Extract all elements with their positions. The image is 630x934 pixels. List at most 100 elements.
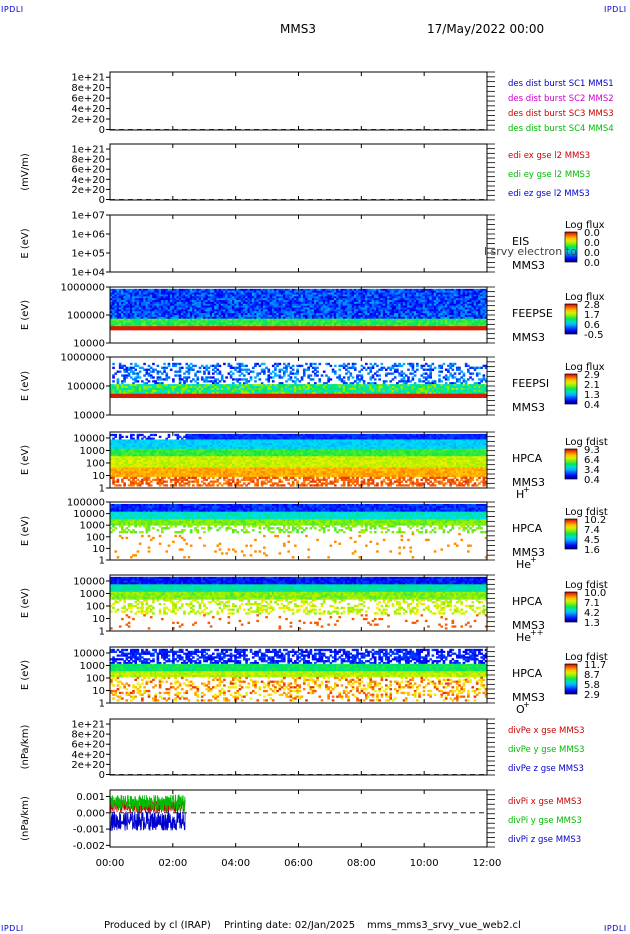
spectrogram-cell	[451, 303, 455, 307]
spectrogram-cell	[320, 303, 324, 307]
spectrogram-cell	[269, 290, 273, 293]
spectrogram-cell	[267, 290, 271, 293]
spectrogram-cell	[112, 376, 115, 379]
spectrogram-cell	[220, 303, 224, 307]
spectrogram-cell	[225, 300, 228, 303]
spectrogram-cell	[464, 300, 468, 303]
spectrogram-cell	[345, 298, 348, 301]
spectrogram-cell	[118, 294, 122, 297]
spectrogram-cell	[138, 292, 142, 295]
spectrogram-cell	[243, 298, 246, 301]
spectrogram-cell	[362, 294, 366, 297]
spectrogram-cell	[294, 303, 297, 307]
spectrogram-cell	[196, 298, 200, 301]
spectrogram-cell	[243, 292, 246, 295]
spectrogram-cell	[342, 294, 346, 297]
spectrogram-cell	[407, 301, 410, 305]
spectrogram-cell	[209, 292, 213, 295]
spectrogram-cell	[384, 290, 388, 293]
spectrogram-cell	[214, 301, 217, 305]
spectrogram-cell	[411, 294, 415, 297]
spectrogram-cell	[431, 294, 435, 297]
spectrogram-cell	[118, 370, 122, 373]
spectrogram-cell	[274, 288, 277, 292]
spectrogram-cell	[249, 292, 253, 295]
spectrogram-cell	[387, 288, 390, 292]
spectrogram-cell	[114, 290, 118, 293]
spectrogram-cell	[391, 296, 395, 299]
spectrogram-cell	[125, 292, 129, 295]
spectrogram-cell	[287, 290, 291, 293]
spectrogram-cell	[384, 301, 388, 305]
spectrogram-cell	[269, 301, 273, 305]
spectrogram-cell	[331, 301, 335, 305]
spectrogram-cell	[475, 374, 479, 377]
spectrogram-cell	[373, 301, 377, 305]
spectrogram-cell	[121, 301, 124, 305]
spectrogram-cell	[480, 290, 483, 293]
spectrogram-cell	[238, 301, 242, 305]
spectrogram-cell	[342, 296, 346, 299]
spectrogram-cell	[429, 288, 432, 292]
spectrogram-cell	[329, 292, 333, 295]
spectrogram-cell	[362, 298, 366, 301]
spectrogram-cell	[378, 290, 381, 293]
spectrogram-cell	[152, 376, 155, 379]
spectrogram-cell	[145, 288, 149, 292]
spectrogram-cell	[378, 296, 381, 299]
spectrogram-cell	[318, 296, 322, 299]
spectrogram-cell	[407, 288, 410, 292]
spectrogram-cell	[409, 301, 412, 305]
spectrogram-cell	[263, 292, 266, 295]
spectrogram-cell	[433, 288, 437, 292]
spectrogram-cell	[218, 288, 222, 292]
spectrogram-cell	[141, 301, 144, 305]
spectrogram-cell	[187, 292, 191, 295]
spectrogram-cell	[378, 378, 381, 381]
spectrogram-cell	[125, 294, 129, 297]
spectrogram-cell	[185, 294, 189, 297]
spectrogram-cell	[209, 301, 213, 305]
spectrogram-cell	[280, 376, 284, 379]
spectrogram-cell	[391, 372, 395, 375]
spectrogram-cell	[154, 298, 157, 301]
spectrogram-cell	[358, 298, 361, 301]
spectrogram-cell	[420, 288, 424, 292]
spectrogram-cell	[380, 292, 384, 295]
spectrogram-cell	[435, 301, 439, 305]
spectrogram-cell	[307, 296, 310, 299]
spectrogram-cell	[269, 300, 273, 303]
spectrogram-cell	[320, 300, 324, 303]
spectrogram-cell	[254, 303, 257, 307]
spectrogram-cell	[340, 301, 344, 305]
spectrogram-cell	[393, 288, 397, 292]
spectrogram-cell	[451, 300, 455, 303]
spectrogram-cell	[123, 303, 126, 307]
spectrogram-cell	[422, 303, 426, 307]
spectrogram-cell	[196, 303, 200, 307]
spectrogram-cell	[147, 298, 151, 301]
corner-tag-bottom-left: IPDLI	[1, 924, 24, 933]
spectrogram-cell	[114, 301, 118, 305]
spectrogram-cell	[347, 300, 350, 303]
spectrogram-cell	[200, 296, 204, 299]
spectrogram-cell	[136, 288, 140, 292]
spectrogram-cell	[349, 300, 353, 303]
spectrogram-cell	[185, 290, 189, 293]
spectrogram-cell	[263, 288, 266, 292]
spectrogram-cell	[247, 290, 251, 293]
spectrogram-cell	[240, 294, 244, 297]
spectrogram-cell	[393, 290, 397, 293]
spectrogram-cell	[291, 292, 295, 295]
spectrogram-cell	[129, 300, 133, 303]
spectrogram-cell	[147, 290, 151, 293]
spectrogram-cell	[200, 301, 204, 305]
spectrogram-cell	[234, 300, 237, 303]
spectrogram-cell	[200, 290, 204, 293]
spectrogram-cell	[138, 305, 142, 308]
spectrogram-cell	[247, 292, 251, 295]
spectrogram-cell	[480, 288, 483, 292]
spectrogram-cell	[307, 303, 310, 307]
spectrogram-cell	[380, 368, 384, 371]
